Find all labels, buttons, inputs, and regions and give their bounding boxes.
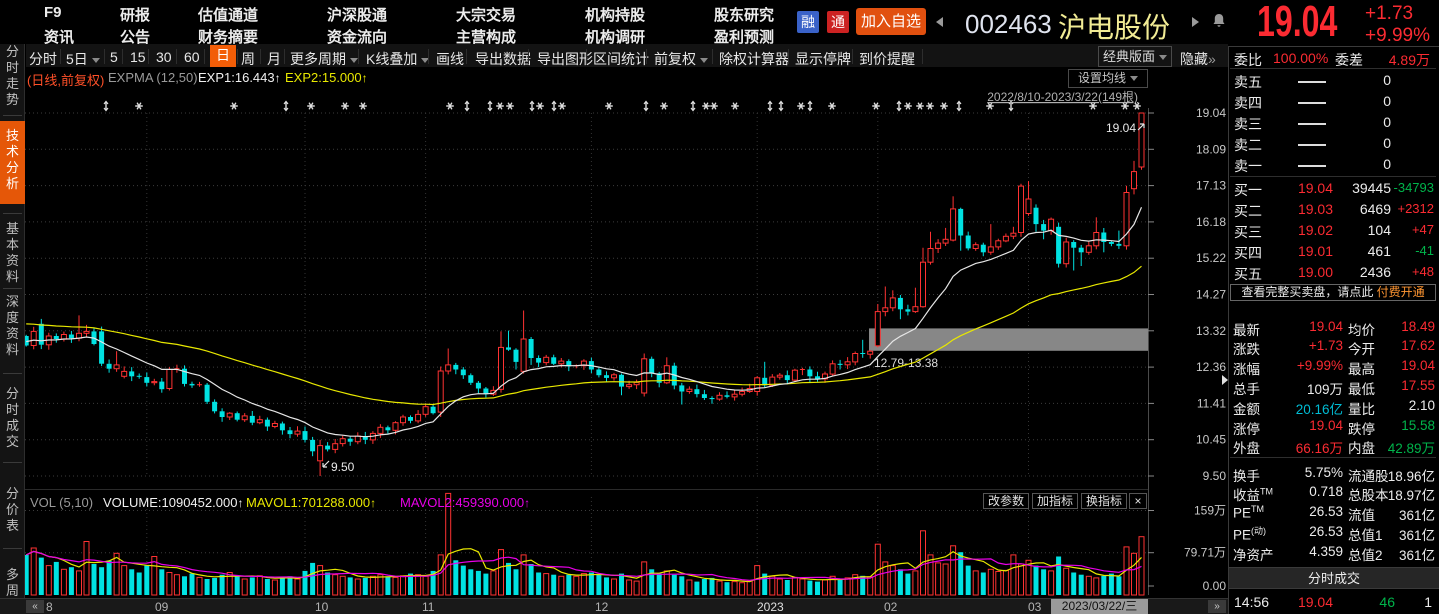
svg-text:2022/8/10-2023/3/22(149根): 2022/8/10-2023/3/22(149根) [987, 90, 1138, 104]
svg-text:15.22: 15.22 [1196, 251, 1226, 265]
svg-text:14.27: 14.27 [1196, 288, 1226, 302]
svg-text:9.50: 9.50 [1203, 469, 1227, 483]
svg-text:17.13: 17.13 [1196, 179, 1226, 193]
svg-text:12.79-13.38: 12.79-13.38 [874, 356, 938, 370]
svg-text:19.04: 19.04 [1106, 121, 1136, 135]
svg-text:159万: 159万 [1194, 504, 1226, 518]
svg-text:16.18: 16.18 [1196, 215, 1226, 229]
svg-text:10.45: 10.45 [1196, 433, 1226, 447]
svg-text:19.04: 19.04 [1196, 106, 1226, 120]
svg-text:9.50: 9.50 [331, 460, 355, 474]
svg-text:79.71万: 79.71万 [1184, 546, 1226, 560]
svg-text:18.09: 18.09 [1196, 142, 1226, 156]
svg-text:0.00: 0.00 [1203, 579, 1227, 593]
svg-text:13.32: 13.32 [1196, 324, 1226, 338]
svg-text:11.41: 11.41 [1197, 396, 1226, 410]
svg-text:12.36: 12.36 [1196, 360, 1226, 374]
